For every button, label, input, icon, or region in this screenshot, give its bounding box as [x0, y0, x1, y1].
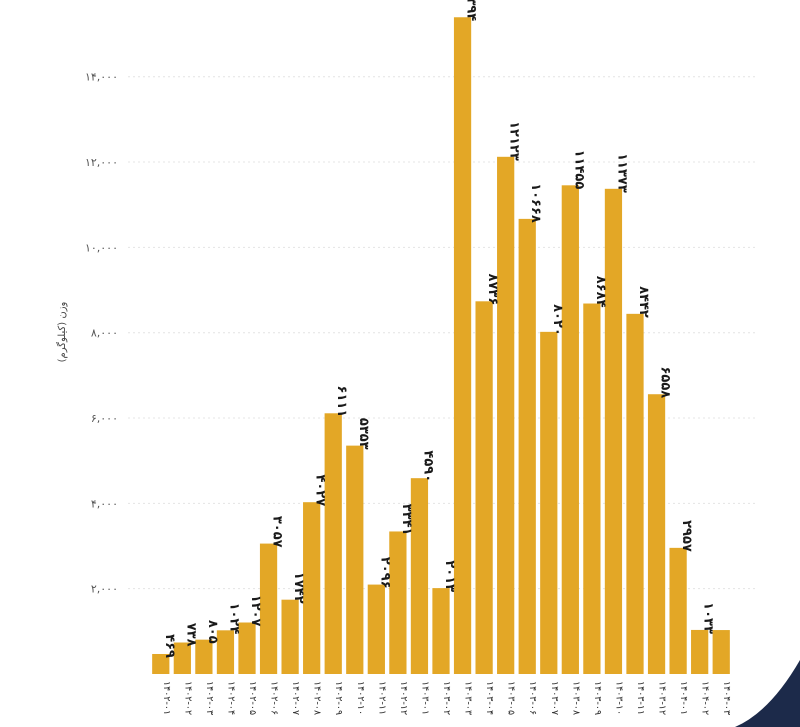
x-tick-label: ۱۴۰۳-۰۲: [441, 681, 452, 715]
data-label: ۳۰۵۷: [270, 516, 285, 548]
y-tick-label: ۱۴,۰۰۰: [85, 71, 118, 84]
data-labels: ۴۶۹ ۷۳۸ ۸۰۵ ۱۰۲۴ ۱۲۰۷ ۳۰۵۷ ۱۷۴۲ ۴۰۲۷ ۶۱۱۱ ۵۳۵۳ ۲۰۹…: [162, 0, 716, 658]
data-label: ۱۵۳۹۴: [464, 0, 479, 21]
x-tick-label: ۱۴۰۳-۱۱: [635, 681, 646, 715]
bar: [626, 313, 644, 674]
bar: [173, 642, 191, 674]
data-label: ۸۰۲۰: [550, 304, 565, 336]
bar: [453, 17, 472, 674]
data-label: ۱۰۳۳: [701, 602, 716, 634]
y-tick-label: ۲,۰۰۰: [91, 583, 118, 596]
x-tick-label: ۱۴۰۲-۰۲: [182, 681, 193, 715]
bar: [367, 584, 385, 674]
x-axis-ticks: ۱۴۰۲-۰۱ ۱۴۰۲-۰۲ ۱۴۰۲-۰۳ ۱۴۰۲-۰۴ ۱۴۰۲-۰۵ ۱۴۰۲-…: [161, 681, 732, 715]
data-label: ۱۲۱۲۳: [507, 121, 522, 161]
bar: [540, 331, 558, 674]
bar: [647, 394, 666, 674]
x-tick-label: ۱۴۰۴-۰۱: [678, 681, 689, 715]
bar: [324, 413, 342, 674]
data-label: ۷۳۸: [183, 623, 198, 647]
x-tick-label: ۱۴۰۲-۰۴: [225, 681, 236, 715]
bar: [604, 188, 623, 674]
x-tick-label: ۱۴۰۲-۰۱: [161, 681, 172, 715]
bar: [195, 639, 213, 674]
x-tick-label: ۱۴۰۲-۱۲: [398, 681, 409, 715]
data-label: ۵۳۵۳: [356, 418, 371, 450]
bar: [669, 547, 687, 674]
y-tick-label: ۸,۰۰۰: [91, 327, 118, 340]
data-label: ۸۴۴۲: [636, 286, 651, 318]
data-label: ۱۱۴۵۵: [571, 150, 586, 190]
bar: [303, 502, 321, 674]
data-label: ۱۰۶۶۸: [528, 183, 543, 223]
data-label: ۸۷۳۶: [485, 274, 500, 306]
x-tick-label: ۱۴۰۲-۱۱: [376, 681, 387, 715]
x-tick-label: ۱۴۰۳-۱۲: [657, 681, 668, 715]
data-label: ۱۰۲۴: [226, 603, 241, 635]
bar: [389, 531, 407, 674]
x-tick-label: ۱۴۰۳-۰۵: [506, 681, 517, 715]
bar: [475, 301, 493, 674]
x-tick-label: ۱۴۰۲-۱۰: [355, 681, 366, 715]
bar: [216, 630, 235, 674]
data-label: ۳۳۴۱: [399, 504, 414, 536]
x-tick-label: ۱۴۰۳-۰۴: [484, 681, 495, 715]
x-tick-label: ۱۴۰۳-۱۰: [613, 681, 624, 715]
data-label: ۴۶۹: [162, 634, 177, 658]
x-tick-label: ۱۴۰۳-۰۳: [463, 681, 474, 715]
x-tick-label: ۱۴۰۳-۰۷: [549, 681, 560, 715]
bar: [238, 622, 256, 674]
x-tick-label: ۱۴۰۳-۰۸: [570, 681, 581, 715]
bar: [410, 478, 429, 674]
bar: [281, 599, 299, 674]
bar: [259, 543, 278, 674]
y-tick-label: ۴,۰۰۰: [91, 497, 118, 510]
data-label: ۶۵۵۸: [658, 366, 673, 398]
x-tick-label: ۱۴۰۳-۰۹: [592, 681, 603, 715]
y-tick-label: ۱۲,۰۰۰: [85, 156, 118, 169]
bars: [152, 17, 730, 675]
x-tick-label: ۱۴۰۲-۰۶: [269, 681, 280, 715]
y-tick-label: ۶,۰۰۰: [91, 412, 118, 425]
data-label: ۶۱۱۱: [334, 386, 349, 418]
bar: [432, 588, 450, 674]
data-label: ۸۰۵: [205, 620, 220, 644]
y-tick-label: ۱۰,۰۰۰: [85, 241, 118, 254]
data-label: ۲۰۱۳: [442, 560, 457, 592]
x-tick-label: ۱۴۰۴-۰۲: [700, 681, 711, 715]
bar: [691, 629, 709, 674]
bar: [346, 445, 364, 674]
x-tick-label: ۱۴۰۲-۰۵: [247, 681, 258, 715]
data-label: ۱۷۴۲: [291, 572, 306, 604]
data-label: ۱۲۰۷: [248, 595, 263, 627]
data-label: ۴۰۲۷: [313, 474, 328, 506]
bar: [152, 653, 170, 674]
x-tick-label: ۱۴۰۳-۰۶: [527, 681, 538, 715]
y-axis-ticks: ۲,۰۰۰ ۴,۰۰۰ ۶,۰۰۰ ۸,۰۰۰ ۱۰,۰۰۰ ۱۲,۰۰۰ ۱۴,۰۰۰: [85, 71, 118, 596]
bar: [583, 303, 601, 674]
x-tick-label: ۱۴۰۲-۰۸: [312, 681, 323, 715]
y-axis-label: وزن (کیلوگرم): [56, 301, 68, 362]
data-label: ۱۱۳۷۳: [614, 153, 629, 193]
data-label: ۴۵۹۰: [420, 450, 435, 482]
data-label: ۲۹۵۷: [679, 520, 694, 552]
bar: [561, 185, 579, 674]
x-tick-label: ۱۴۰۲-۰۷: [290, 681, 301, 715]
bar: [712, 630, 730, 674]
x-tick-label: ۱۴۰۴-۰۳: [721, 681, 732, 715]
data-label: ۸۶۸۴: [593, 276, 608, 308]
bar: [518, 218, 536, 675]
data-label: ۲۰۹۶: [377, 557, 392, 589]
bar: [497, 156, 515, 675]
x-tick-label: ۱۴۰۲-۰۳: [204, 681, 215, 715]
x-tick-label: ۱۴۰۲-۰۹: [333, 681, 344, 715]
corner-decoration: [735, 660, 800, 727]
x-tick-label: ۱۴۰۳-۰۱: [419, 681, 430, 715]
